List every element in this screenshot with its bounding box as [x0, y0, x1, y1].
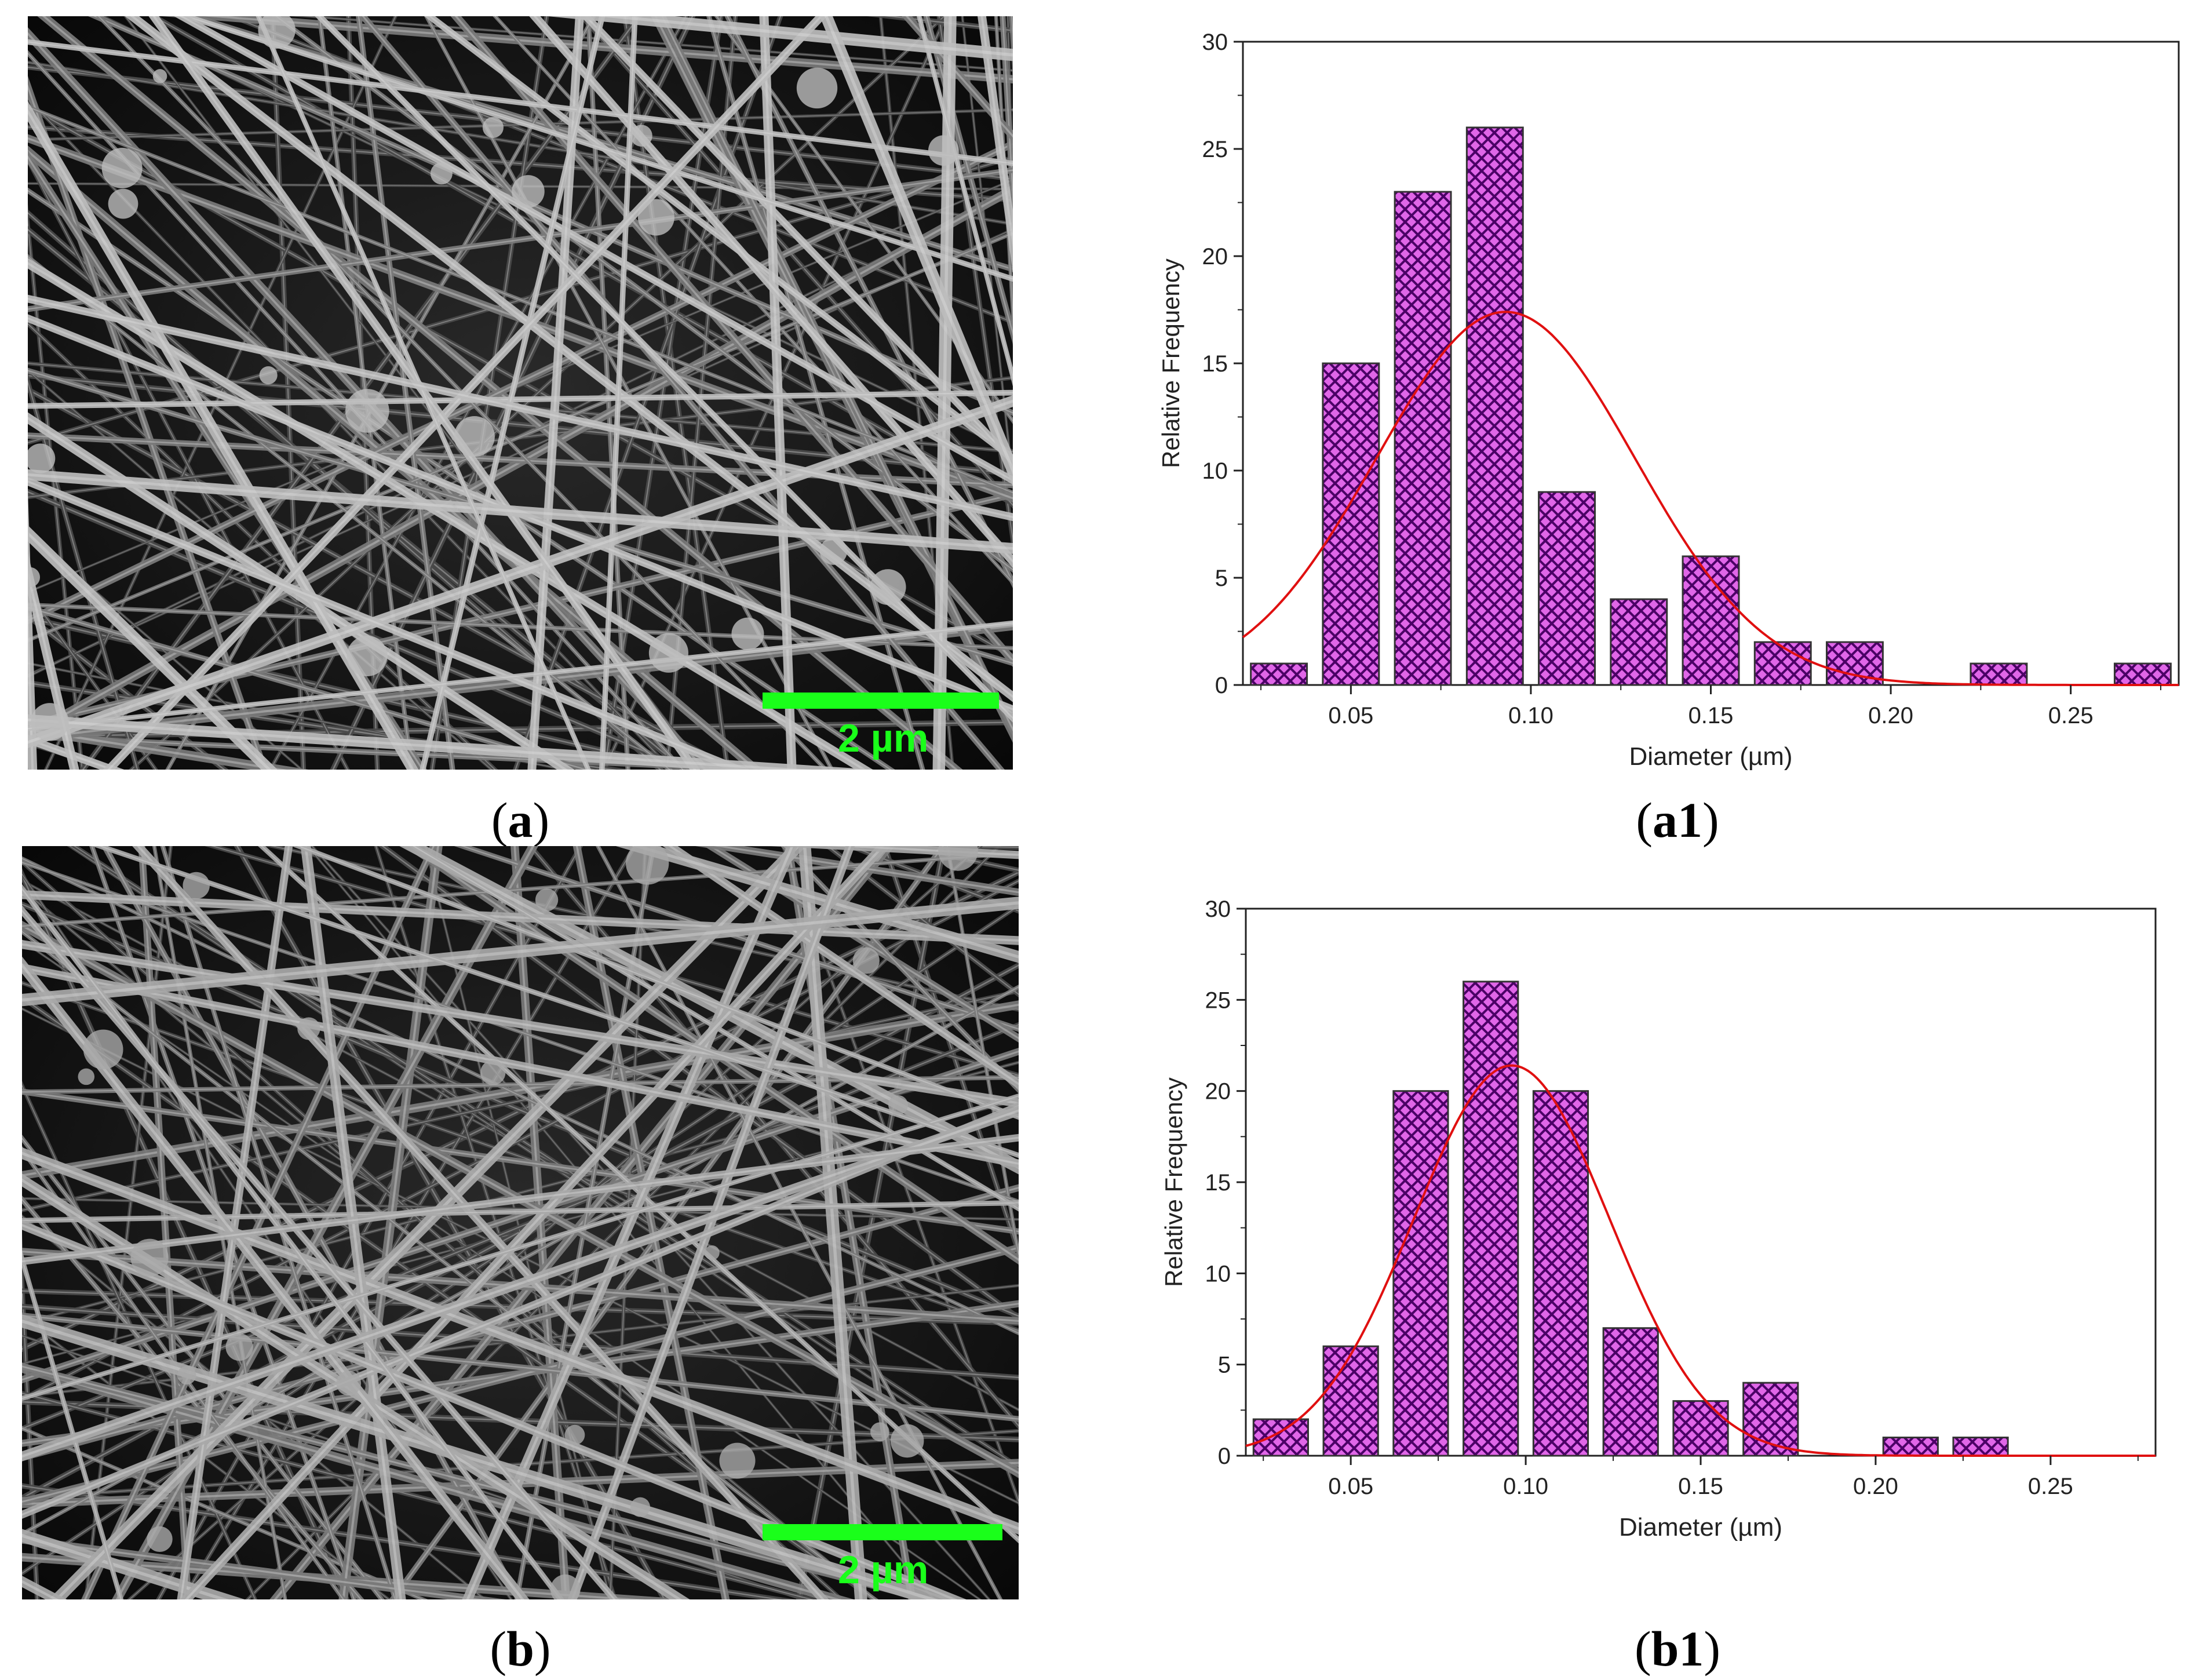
histogram-bar — [1252, 1418, 1309, 1457]
histogram-bar — [1952, 1437, 2009, 1457]
y-axis-title: Relative Frequency — [1157, 258, 1184, 468]
x-axis-title: Diameter (µm) — [1619, 1513, 1782, 1541]
caption-b1: (b1) — [1634, 1621, 1721, 1677]
fiber-network-image-b — [22, 846, 1019, 1599]
caption-a1-letter: a1 — [1653, 792, 1702, 848]
histogram-bar — [1610, 598, 1668, 686]
histogram-bar — [1826, 641, 1884, 686]
y-tick-label: 5 — [1218, 1353, 1231, 1378]
histogram-bar — [1465, 126, 1524, 686]
y-tick-label: 25 — [1205, 987, 1231, 1013]
caption-b-letter: b — [506, 1621, 534, 1677]
histogram-bar — [1394, 191, 1452, 686]
histogram-a1: 0.05 0.10 0.15 0.20 0.25 0 5 10 15 20 25 30 Diameter… — [1157, 30, 2180, 771]
scale-label-b: 2 µm — [838, 1548, 929, 1592]
caption-a-letter: a — [508, 792, 533, 848]
histogram-bar — [1882, 1437, 1939, 1457]
y-tick-label: 30 — [1205, 897, 1231, 922]
histogram-bar — [2113, 662, 2172, 686]
x-tick-label: 0.05 — [1328, 1474, 1373, 1499]
y-tick-label: 15 — [1202, 351, 1228, 377]
histogram-bar — [1392, 1090, 1449, 1457]
scale-label-a: 2 µm — [838, 716, 929, 760]
caption-a: (a) — [491, 792, 550, 848]
caption-a1: (a1) — [1636, 792, 1719, 848]
y-tick-label: 25 — [1202, 137, 1228, 162]
gaussian-fit-line — [1242, 311, 2179, 686]
histogram-bar — [1602, 1327, 1659, 1457]
x-tick-label: 0.15 — [1678, 1474, 1723, 1499]
x-tick-label: 0.10 — [1508, 703, 1553, 728]
plot-frame — [1245, 908, 2157, 1457]
y-tick-label: 0 — [1218, 1444, 1231, 1469]
y-tick-label: 20 — [1205, 1079, 1231, 1105]
histogram-bar — [1682, 555, 1740, 686]
x-tick-label: 0.20 — [1853, 1474, 1898, 1499]
x-tick-label: 0.25 — [2028, 1474, 2073, 1499]
y-tick-label: 0 — [1215, 673, 1228, 698]
scale-bar-b — [763, 1524, 1002, 1540]
scale-bar-a — [763, 693, 999, 709]
x-tick-label: 0.05 — [1328, 703, 1373, 728]
x-tick-label: 0.10 — [1503, 1474, 1548, 1499]
x-axis-title: Diameter (µm) — [1629, 742, 1792, 771]
histogram-bar — [1970, 662, 2028, 686]
gaussian-fit-line — [1245, 1064, 2156, 1457]
y-tick-label: 10 — [1202, 458, 1228, 484]
y-tick-label: 5 — [1215, 566, 1228, 591]
y-axis-title: Relative Frequency — [1160, 1077, 1187, 1287]
micrograph-b — [22, 846, 1019, 1599]
y-tick-label: 30 — [1202, 30, 1228, 55]
fiber-network-image-a — [28, 16, 1013, 770]
histogram-b1: 0.05 0.10 0.15 0.20 0.25 0 5 10 15 20 25 30 Diameter… — [1160, 897, 2157, 1541]
histogram-bar — [1538, 491, 1596, 686]
x-tick-label: 0.15 — [1689, 703, 1734, 728]
y-tick-label: 20 — [1202, 244, 1228, 269]
x-tick-label: 0.25 — [2048, 703, 2094, 728]
histogram-bar — [1672, 1400, 1729, 1457]
histogram-bar — [1250, 662, 1308, 686]
histogram-bar — [1753, 641, 1812, 686]
caption-b1-letter: b1 — [1651, 1621, 1704, 1677]
caption-b: (b) — [490, 1621, 551, 1677]
y-tick-label: 10 — [1205, 1261, 1231, 1287]
micrograph-a — [28, 16, 1013, 770]
x-tick-label: 0.20 — [1868, 703, 1913, 728]
histogram-bar — [1322, 1345, 1379, 1457]
histogram-bar — [1463, 981, 1519, 1457]
histogram-bar — [1322, 362, 1380, 686]
histogram-bar — [1532, 1090, 1589, 1457]
y-tick-label: 15 — [1205, 1170, 1231, 1196]
